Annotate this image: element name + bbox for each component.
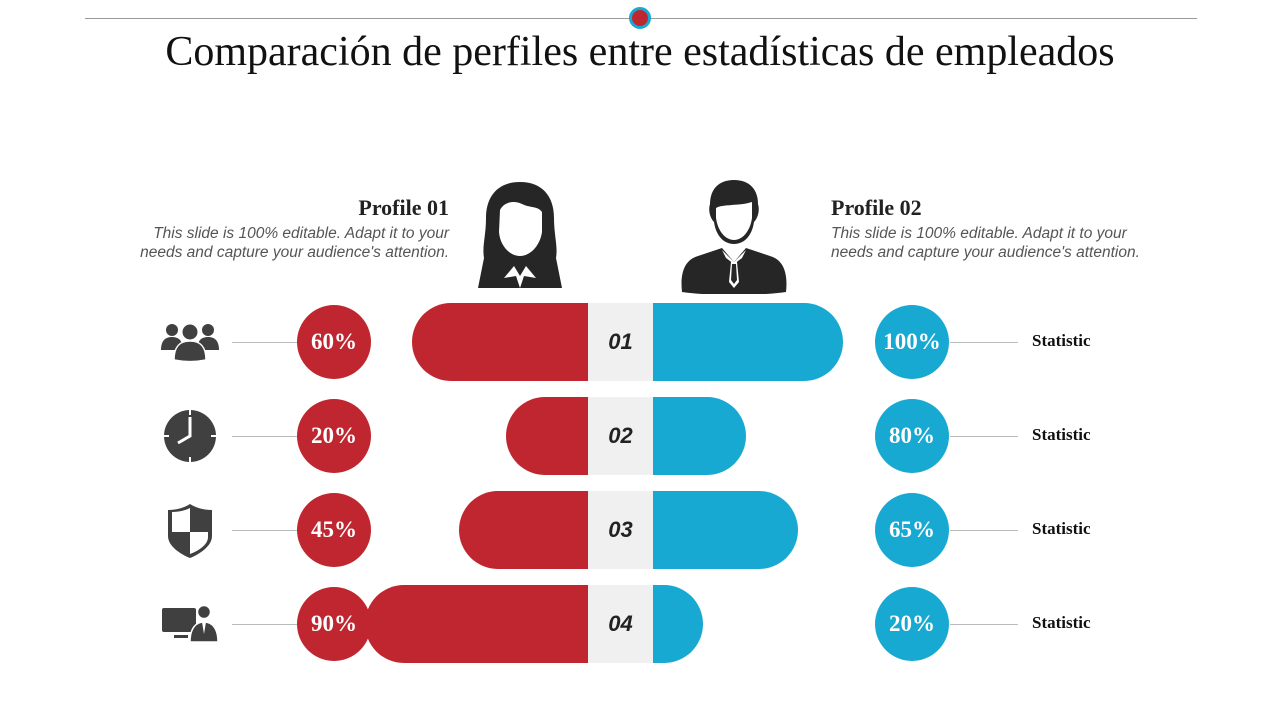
row-number: 03 — [588, 491, 653, 569]
connector-line — [950, 624, 1018, 625]
top-dot — [629, 7, 651, 29]
profile-2-value: 20% — [875, 587, 949, 661]
connector-line — [950, 436, 1018, 437]
profile-2-bar — [653, 303, 843, 381]
profile-1-description: This slide is 100% editable. Adapt it to… — [140, 225, 449, 261]
profile-2-value: 100% — [875, 305, 949, 379]
profile-2-description: This slide is 100% editable. Adapt it to… — [831, 225, 1140, 261]
profile-1-value: 60% — [297, 305, 371, 379]
statistic-label: Statistic — [1032, 425, 1091, 444]
profile-1-bar — [506, 397, 588, 475]
page-title: Comparación de perfiles entre estadístic… — [165, 29, 1115, 75]
connector-line — [232, 530, 298, 531]
shield-icon — [160, 502, 220, 563]
profile-1-value: 45% — [297, 493, 371, 567]
profile-2-bar — [653, 585, 703, 663]
statistic-label: Statistic — [1032, 519, 1091, 538]
profile-2-title: Profile 02 — [831, 195, 922, 220]
profile-1-bar — [365, 585, 588, 663]
profile-2-value: 65% — [875, 493, 949, 567]
profile-1-value: 90% — [297, 587, 371, 661]
team-icon — [160, 314, 220, 375]
statistic-label: Statistic — [1032, 613, 1091, 632]
row-number: 02 — [588, 397, 653, 475]
connector-line — [232, 436, 298, 437]
row-number: 04 — [588, 585, 653, 663]
profile-1-title: Profile 01 — [358, 195, 449, 220]
clock-icon — [160, 408, 220, 469]
connector-line — [232, 624, 298, 625]
profile-1-bar — [412, 303, 588, 381]
computer-user-icon — [160, 596, 220, 657]
female-avatar-icon — [478, 182, 562, 288]
profile-2-bar — [653, 491, 798, 569]
connector-line — [232, 342, 298, 343]
connector-line — [950, 530, 1018, 531]
male-avatar-icon — [681, 180, 787, 294]
profile-2-bar — [653, 397, 746, 475]
connector-line — [950, 342, 1018, 343]
profile-1-value: 20% — [297, 399, 371, 473]
profile-2-value: 80% — [875, 399, 949, 473]
statistic-label: Statistic — [1032, 331, 1091, 350]
row-number: 01 — [588, 303, 653, 381]
profile-1-bar — [459, 491, 588, 569]
